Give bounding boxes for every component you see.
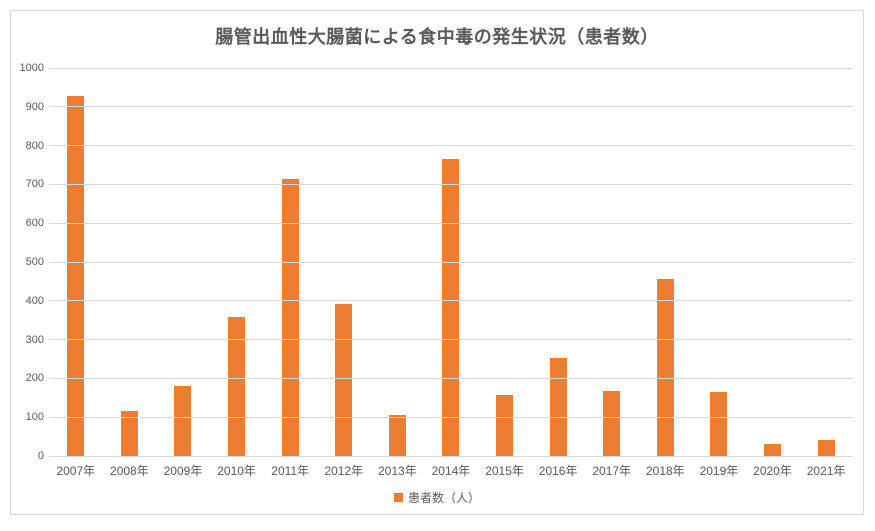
bar-slot-2019年: [692, 68, 746, 456]
gridline-y-0: [49, 455, 853, 457]
bar-2010年: [228, 317, 246, 456]
legend-series-label: 患者数（人）: [407, 491, 480, 505]
bar-2014年: [442, 158, 460, 456]
x-axis-tick-2018年: 2018年: [645, 464, 685, 478]
gridline-y-700: [49, 183, 853, 185]
gridline-y-400: [49, 300, 853, 302]
bar-slot-2021年: [799, 68, 853, 456]
plot-area: 0 100 200 300 400 500 600 700 800 900 1000: [20, 62, 853, 462]
x-axis-tick-2015年: 2015年: [485, 464, 524, 478]
x-axis-tick-2007年: 2007年: [56, 464, 96, 478]
bar-2008年: [120, 411, 138, 456]
x-axis-tick-2013年: 2013年: [378, 464, 417, 478]
y-axis-tick-200: 200: [25, 372, 44, 385]
y-axis-tick-100: 100: [25, 411, 44, 424]
bars-row: [49, 68, 853, 456]
bar-slot-2007年: [49, 68, 103, 456]
x-axis-tick-2021年: 2021年: [806, 464, 846, 478]
bar-slot-2017年: [585, 68, 639, 456]
bar-slot-2011年: [263, 68, 317, 456]
bar-2012年: [335, 303, 353, 456]
x-axis-tick-2009年: 2009年: [163, 464, 203, 478]
gridline-y-100: [49, 416, 853, 418]
x-axis-tick-2014年: 2014年: [431, 464, 471, 478]
bar-slot-2014年: [424, 68, 478, 456]
y-axis-tick-400: 400: [25, 294, 44, 307]
gridline-y-200: [49, 377, 853, 379]
bar-slot-2013年: [371, 68, 425, 456]
gridline-y-600: [49, 222, 853, 224]
bar-slot-2018年: [639, 68, 693, 456]
bar-2017年: [603, 390, 621, 456]
gridline-y-300: [49, 339, 853, 341]
bar-slot-2010年: [210, 68, 264, 456]
y-axis-tick-900: 900: [25, 100, 44, 113]
x-axis-tick-2019年: 2019年: [699, 464, 739, 478]
x-axis-tick-2010年: 2010年: [217, 464, 256, 478]
x-axis-tick-2020年: 2020年: [753, 464, 792, 478]
bar-slot-2016年: [531, 68, 585, 456]
legend: 患者数（人）: [11, 489, 863, 506]
x-axis-tick-2017年: 2017年: [592, 464, 632, 478]
x-axis-tick-2011年: 2011年: [271, 464, 310, 478]
chart-frame: 腸管出血性大腸菌による食中毒の発生状況（患者数） 0 100 200 300 400 50…: [10, 10, 864, 515]
legend-series-marker-icon: [393, 493, 403, 502]
bar-2018年: [656, 279, 674, 456]
gridline-y-800: [49, 145, 853, 147]
x-axis-tick-2012年: 2012年: [324, 464, 364, 478]
y-axis-tick-1000: 1000: [19, 62, 44, 74]
bar-slot-2012年: [317, 68, 371, 456]
bar-2021年: [817, 439, 835, 456]
y-axis-tick-500: 500: [25, 256, 44, 268]
bar-slot-2009年: [156, 68, 210, 456]
bar-2009年: [174, 385, 192, 456]
bar-2015年: [496, 395, 514, 456]
bar-slot-2008年: [103, 68, 157, 456]
bar-2019年: [710, 391, 728, 456]
gridline-y-500: [49, 261, 853, 263]
x-axis: 2007年 2008年 2009年 2010年 2011年 2012年 2013年 2014年…: [49, 462, 853, 479]
y-axis-tick-800: 800: [25, 139, 44, 152]
bar-slot-2015年: [478, 68, 532, 456]
y-axis-tick-600: 600: [25, 217, 44, 230]
y-axis-tick-300: 300: [25, 333, 44, 346]
bar-2020年: [764, 444, 782, 456]
gridline-y-900: [49, 106, 853, 108]
bar-2011年: [281, 178, 299, 456]
x-axis-tick-2016年: 2016年: [538, 464, 578, 478]
bar-2013年: [388, 415, 406, 456]
y-axis-tick-0: 0: [37, 450, 44, 462]
y-axis-tick-700: 700: [25, 178, 44, 191]
bar-2007年: [67, 95, 85, 456]
bar-2016年: [549, 358, 567, 456]
x-axis-tick-2008年: 2008年: [110, 464, 149, 478]
gridline-y-1000: [49, 67, 853, 69]
chart-title: 腸管出血性大腸菌による食中毒の発生状況（患者数）: [215, 27, 659, 47]
bar-slot-2020年: [746, 68, 800, 456]
